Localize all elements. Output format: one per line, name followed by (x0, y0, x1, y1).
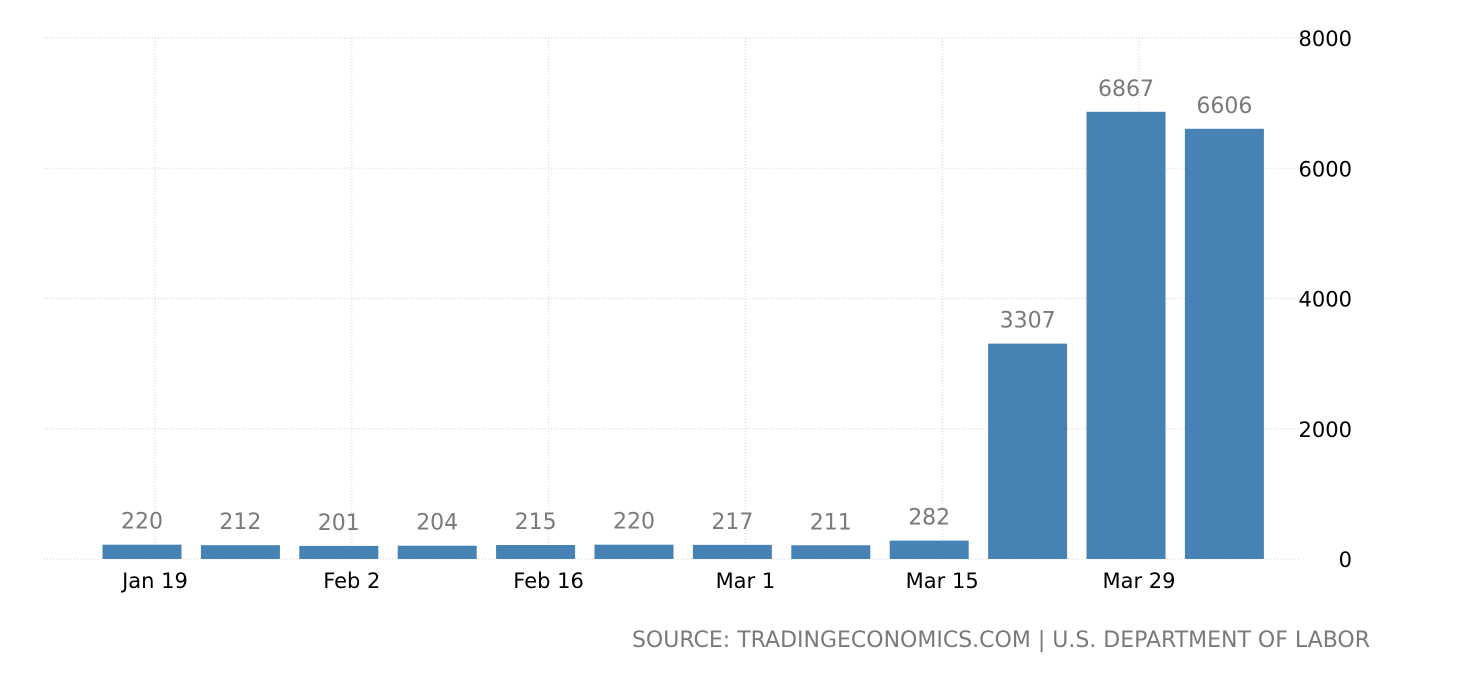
bar-mar-14 (889, 540, 969, 559)
data-label: 212 (219, 510, 261, 535)
bar-apr-4 (1184, 128, 1264, 560)
x-tick-label: Mar 15 (906, 569, 979, 593)
data-label: 220 (613, 510, 655, 535)
data-label: 204 (416, 511, 458, 536)
y-tick-label: 0 (1339, 548, 1352, 572)
data-label: 6867 (1098, 77, 1154, 102)
data-label: 201 (318, 511, 360, 536)
data-label: 220 (121, 510, 163, 535)
data-label: 282 (908, 506, 950, 531)
data-label: 215 (515, 510, 557, 535)
source-note: SOURCE: TRADINGECONOMICS.COM | U.S. DEPA… (631, 628, 1370, 653)
bar-mar-28 (1086, 111, 1166, 560)
bar-mar-21 (988, 343, 1068, 559)
x-tick-label: Mar 29 (1102, 569, 1175, 593)
x-tick-label: Feb 2 (323, 569, 380, 593)
bar-feb-8 (397, 545, 477, 559)
bar-feb-29 (692, 544, 772, 559)
bar-jan-25 (200, 545, 280, 559)
x-tick-label: Feb 16 (513, 569, 584, 593)
bar-mar-7 (791, 545, 871, 559)
bar-feb-22 (594, 544, 674, 559)
y-tick-label: 2000 (1299, 418, 1352, 442)
x-tick-label: Mar 1 (716, 569, 776, 593)
y-tick-label: 6000 (1299, 157, 1352, 181)
data-label: 211 (810, 510, 852, 535)
bar-feb-1 (299, 545, 379, 559)
data-label: 217 (711, 510, 753, 535)
y-tick-label: 4000 (1299, 288, 1352, 312)
data-label: 6606 (1196, 94, 1252, 119)
x-tick-label: Jan 19 (120, 569, 188, 593)
y-tick-label: 8000 (1299, 27, 1352, 51)
bar-feb-15 (496, 544, 576, 559)
data-label: 3307 (1000, 309, 1056, 334)
bar-jan-18 (102, 544, 182, 559)
